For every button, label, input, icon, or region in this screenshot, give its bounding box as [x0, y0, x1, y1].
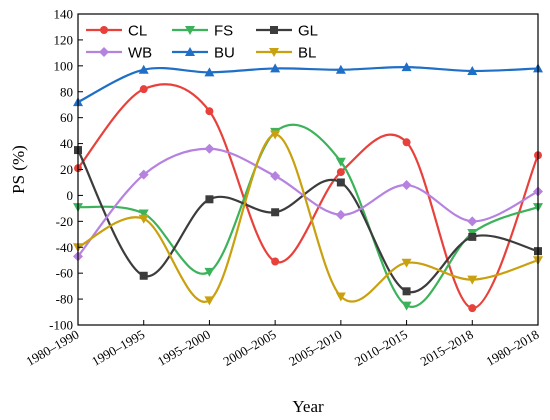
- y-tick-label: 100: [54, 58, 74, 73]
- legend-label-wb: WB: [128, 45, 152, 62]
- data-point-bl: [401, 258, 412, 268]
- y-axis-ticks: -100 -80 -60 -40 -20 0 20 40 60 80 100 120 140: [49, 7, 83, 333]
- data-point-bl: [467, 275, 478, 285]
- legend-item-bl: BL: [256, 45, 316, 62]
- y-tick-label: 140: [54, 7, 74, 22]
- x-axis-ticks: 1980–1990 1990–1995 1995–2000 2000–2005 2005…: [23, 320, 542, 369]
- x-tick-label: 1980–2018: [483, 327, 541, 369]
- data-point-bl: [138, 214, 149, 224]
- data-point-fs: [204, 267, 215, 277]
- data-point-fs: [138, 209, 149, 219]
- x-axis-title: Year: [292, 397, 324, 416]
- data-point-wb: [335, 209, 346, 220]
- data-point-bu: [270, 63, 281, 73]
- x-tick-label: 1995–2000: [155, 327, 213, 369]
- data-point-gl: [402, 287, 411, 296]
- data-point-wb: [401, 180, 412, 191]
- legend-marker-bu: [185, 47, 195, 56]
- data-point-bu: [335, 64, 346, 74]
- data-point-bu: [138, 64, 149, 74]
- y-tick-label: -80: [56, 292, 73, 307]
- legend-label-bl: BL: [298, 45, 316, 62]
- series-bu: [73, 62, 543, 107]
- x-tick-label: 1980–1990: [23, 327, 81, 369]
- series-fs: [73, 123, 543, 311]
- series-cl: [74, 83, 542, 313]
- data-point-bu: [401, 62, 412, 72]
- data-point-bu: [467, 66, 478, 76]
- x-tick-label: 2015–2018: [418, 327, 476, 369]
- series-line-fs: [77, 123, 539, 309]
- data-point-bl: [335, 292, 346, 302]
- legend-marker-fs: [185, 26, 195, 35]
- legend: CL FS GL WB BU BL: [86, 23, 318, 62]
- y-axis-title: PS (%): [9, 145, 28, 194]
- series-line-bu: [77, 66, 539, 104]
- y-tick-label: -20: [56, 214, 73, 229]
- data-point-fs: [335, 157, 346, 167]
- x-tick-label: 2000–2005: [220, 327, 278, 369]
- x-tick-label: 2010–2015: [352, 327, 410, 369]
- data-point-cl: [336, 168, 345, 177]
- y-tick-label: 120: [54, 32, 74, 47]
- y-tick-label: 0: [67, 188, 74, 203]
- y-tick-label: 80: [60, 84, 73, 99]
- data-point-bu: [204, 67, 215, 77]
- y-tick-label: -100: [49, 318, 73, 333]
- y-tick-label: 20: [60, 162, 73, 177]
- legend-label-bu: BU: [214, 45, 235, 62]
- data-point-fs: [401, 301, 412, 311]
- data-point-bl: [270, 130, 281, 140]
- x-tick-label: 1990–1995: [89, 327, 147, 369]
- y-tick-label: -60: [56, 266, 73, 281]
- x-tick-label: 2005–2010: [286, 327, 344, 369]
- legend-marker-cl: [100, 26, 108, 34]
- data-point-cl: [139, 85, 148, 94]
- data-point-cl: [468, 304, 477, 313]
- y-tick-label: -40: [56, 240, 73, 255]
- legend-item-fs: FS: [172, 23, 233, 40]
- legend-item-wb: WB: [86, 45, 152, 62]
- data-point-gl: [336, 178, 345, 187]
- y-tick-label: 40: [60, 136, 73, 151]
- data-point-wb: [204, 143, 215, 154]
- legend-label-fs: FS: [214, 23, 233, 40]
- y-tick-label: 60: [60, 110, 73, 125]
- data-point-gl: [139, 271, 148, 280]
- data-point-cl: [402, 138, 411, 147]
- series-line-bl: [77, 133, 539, 303]
- series-wb: [73, 143, 543, 262]
- legend-item-bu: BU: [172, 45, 235, 62]
- legend-item-cl: CL: [86, 23, 147, 40]
- data-point-cl: [271, 257, 280, 266]
- legend-marker-wb: [99, 47, 109, 57]
- data-point-wb: [270, 170, 281, 181]
- series-bl: [73, 130, 543, 306]
- data-point-gl: [468, 232, 477, 241]
- data-point-wb: [467, 216, 478, 227]
- legend-item-gl: GL: [256, 23, 318, 40]
- series-layer: [73, 62, 543, 313]
- legend-marker-gl: [270, 26, 278, 34]
- data-point-bl: [204, 296, 215, 306]
- legend-label-cl: CL: [128, 23, 147, 40]
- legend-marker-bl: [269, 48, 279, 57]
- data-point-wb: [138, 169, 149, 180]
- legend-label-gl: GL: [298, 23, 318, 40]
- data-point-cl: [205, 107, 214, 116]
- data-point-gl: [205, 195, 214, 204]
- data-point-gl: [271, 208, 280, 217]
